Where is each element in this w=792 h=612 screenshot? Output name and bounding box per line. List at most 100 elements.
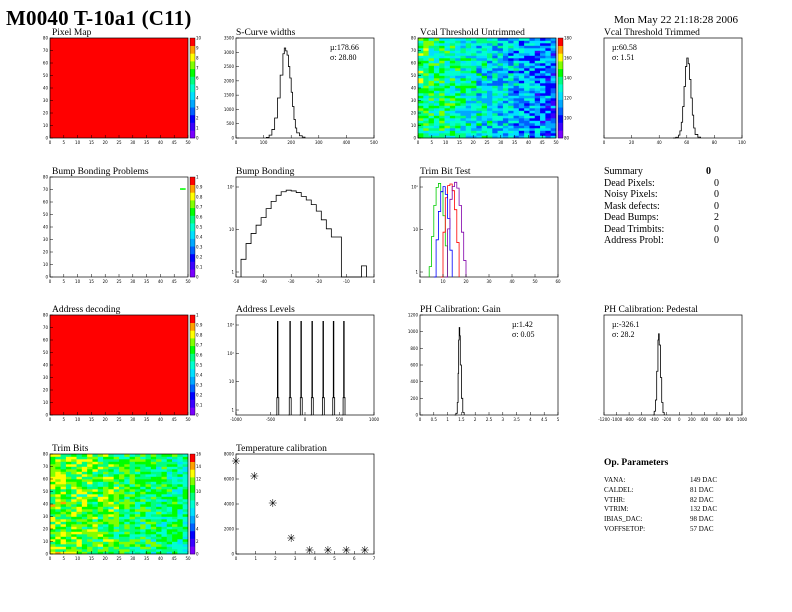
- heatmap-cell: [487, 123, 493, 126]
- x-tick-label: 4.5: [541, 417, 548, 422]
- heatmap-cell: [55, 484, 61, 487]
- heatmap-cell: [540, 108, 546, 111]
- heatmap-cell: [423, 50, 429, 54]
- heatmap-cell: [418, 135, 424, 139]
- heatmap-cell: [518, 70, 525, 74]
- heatmap-cell: [108, 464, 114, 467]
- color-scale-label: 0.8: [196, 333, 203, 338]
- heatmap-cell: [423, 128, 429, 131]
- heatmap-cell: [465, 93, 472, 96]
- heatmap-cell: [545, 40, 551, 44]
- heatmap-cell: [108, 504, 114, 507]
- heatmap-cell: [166, 534, 173, 537]
- heatmap-cell: [119, 476, 125, 480]
- heatmap-cell: [124, 484, 130, 487]
- heatmap-cell: [97, 491, 104, 495]
- x-tick-label: 20: [629, 140, 635, 145]
- heatmap-cell: [524, 70, 530, 74]
- heatmap-cell: [150, 494, 157, 497]
- heatmap-cell: [508, 98, 514, 101]
- heatmap-cell: [92, 516, 99, 520]
- heatmap-cell: [540, 73, 546, 76]
- heatmap-cell: [50, 494, 56, 497]
- heatmap-cell: [444, 63, 451, 66]
- color-scale-segment: [190, 523, 195, 532]
- heatmap-cell: [76, 534, 83, 537]
- heatmap-cell: [81, 456, 88, 460]
- color-scale-label: 180: [564, 36, 572, 41]
- summary-row-label: Address Probl:: [604, 235, 664, 246]
- heatmap-cell: [534, 110, 541, 114]
- heatmap-cell: [433, 60, 440, 64]
- heatmap-cell: [518, 58, 525, 61]
- color-scale-label: 0.5: [196, 363, 203, 368]
- heatmap-cell: [497, 50, 504, 54]
- color-scale-label: 0.1: [196, 403, 203, 408]
- heatmap-cell: [177, 484, 183, 487]
- heatmap-cell: [550, 53, 557, 56]
- heatmap-cell: [487, 93, 493, 96]
- heatmap-cell: [465, 63, 472, 66]
- heatmap-cell: [140, 476, 146, 480]
- heatmap-cell: [471, 43, 477, 46]
- heatmap-cell: [487, 38, 493, 41]
- heatmap-cell: [92, 454, 99, 457]
- heatmap-cell: [444, 40, 451, 44]
- heatmap-cell: [150, 551, 157, 555]
- data-series: [454, 327, 465, 416]
- heatmap-cell: [150, 529, 157, 532]
- heatmap-cell: [449, 68, 456, 71]
- heatmap-cell: [518, 135, 525, 139]
- heatmap-cell: [119, 464, 125, 467]
- y-tick-label: 1200: [408, 313, 419, 318]
- heatmap-cell: [455, 123, 461, 126]
- heatmap-cell: [50, 499, 56, 502]
- heatmap-cell: [428, 38, 435, 41]
- heatmap-cell: [418, 63, 424, 66]
- heatmap-cell: [103, 466, 109, 470]
- heatmap-cell: [129, 506, 136, 510]
- x-tick-label: 35: [144, 417, 150, 422]
- heatmap-cell: [113, 464, 120, 467]
- heatmap-cell: [481, 83, 488, 86]
- heatmap-cell: [418, 108, 424, 111]
- color-scale-segment: [558, 38, 563, 46]
- heatmap-cell: [97, 531, 104, 535]
- panel-title-vcal-trimmed: Vcal Threshold Trimmed: [604, 28, 700, 38]
- heatmap-cell: [465, 68, 472, 71]
- heatmap-cell: [129, 461, 136, 465]
- heatmap-cell: [55, 476, 61, 480]
- heatmap-cell: [124, 464, 130, 467]
- heatmap-cells: [50, 38, 188, 138]
- heatmap-cell: [182, 496, 189, 500]
- heatmap-cell: [108, 481, 114, 485]
- heatmap-cell: [529, 80, 536, 84]
- heatmap-cell: [476, 105, 482, 109]
- heatmap-cell: [119, 466, 125, 470]
- heatmap-cell: [108, 516, 114, 520]
- heatmap-cell: [113, 514, 120, 517]
- x-tick-label: 400: [701, 417, 709, 422]
- heatmap-cell: [513, 128, 520, 131]
- heatmap-cell: [156, 544, 162, 547]
- heatmap-cell: [513, 48, 520, 51]
- heatmap-cell: [145, 529, 152, 532]
- heatmap-cell: [465, 113, 472, 116]
- heatmap-cell: [502, 125, 509, 129]
- heatmap-cell: [508, 63, 514, 66]
- color-scale-segment: [190, 122, 195, 131]
- heatmap-cell: [145, 494, 152, 497]
- heatmap-cell: [119, 454, 125, 457]
- color-scale-segment: [190, 91, 195, 100]
- heatmap-cell: [172, 499, 178, 502]
- heatmap-cell: [108, 549, 114, 552]
- heatmap-cell: [423, 43, 429, 46]
- heatmap-cell: [166, 481, 173, 485]
- color-scale-segment: [190, 269, 195, 278]
- heatmap-cell: [182, 469, 189, 472]
- heatmap-cell: [129, 509, 136, 512]
- heatmap-cell: [65, 459, 72, 462]
- heatmap-cell: [134, 519, 141, 522]
- heatmap-cell: [428, 65, 435, 69]
- heatmap-cell: [487, 40, 493, 44]
